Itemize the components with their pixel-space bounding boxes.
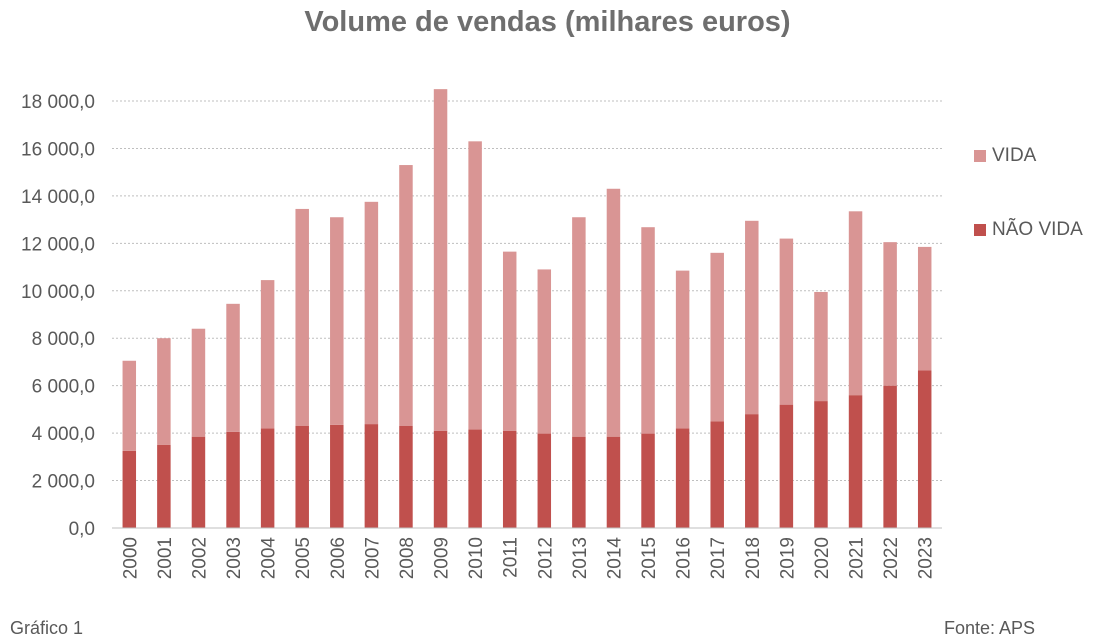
- y-tick-label: 2 000,0: [32, 472, 95, 493]
- bar-vida-2017: [710, 252, 724, 422]
- x-tick-label: 2006: [328, 537, 349, 579]
- legend-swatch: [974, 150, 986, 162]
- source-note: Fonte: APS: [944, 618, 1036, 638]
- bar-vida-2011: [502, 251, 517, 431]
- x-tick-label: 2002: [189, 537, 210, 579]
- axes: 0,0 2 000,0 4 000,0 6 000,0 8 000,0 10 000,0 1…: [21, 92, 942, 579]
- bar-n-o-vida-2007: [364, 424, 379, 528]
- bar-n-o-vida-2012: [537, 433, 552, 528]
- bar-vida-2021: [848, 211, 863, 396]
- bar-n-o-vida-2005: [295, 425, 309, 528]
- x-tick-label: 2009: [432, 537, 453, 579]
- x-tick-label: 2007: [362, 537, 383, 579]
- x-tick-label: 2016: [674, 537, 695, 579]
- legend-label: NÃO VIDA: [992, 219, 1083, 240]
- bar-vida-2006: [330, 217, 344, 425]
- x-tick-label: 2011: [501, 537, 522, 578]
- legend-swatch: [974, 224, 986, 236]
- bar-n-o-vida-2008: [399, 425, 413, 528]
- y-tick-label: 14 000,0: [21, 187, 95, 208]
- bar-n-o-vida-2000: [122, 450, 137, 528]
- x-tick-label: 2003: [224, 537, 245, 579]
- x-tick-label: 2004: [259, 537, 280, 580]
- y-tick-label: 0,0: [69, 519, 95, 540]
- bar-vida-2016: [675, 270, 690, 429]
- x-tick-label: 2020: [812, 537, 833, 579]
- y-tick-label: 4 000,0: [32, 424, 95, 445]
- x-tick-label: 2021: [847, 537, 868, 579]
- x-tick-label: 2018: [743, 537, 764, 579]
- bar-n-o-vida-2002: [191, 436, 206, 528]
- bar-vida-2001: [157, 338, 171, 445]
- x-tick-label: 2017: [708, 537, 729, 579]
- bar-vida-2014: [606, 188, 621, 437]
- x-tick-label: 2012: [535, 537, 556, 579]
- bar-n-o-vida-2014: [606, 436, 621, 528]
- bar-n-o-vida-2003: [226, 431, 240, 528]
- bar-vida-2002: [191, 328, 206, 437]
- x-tick-label: 2019: [777, 537, 798, 579]
- bar-n-o-vida-2018: [745, 414, 759, 528]
- bar-n-o-vida-2022: [883, 385, 897, 528]
- x-tick-label: 2000: [120, 537, 141, 579]
- x-tick-label: 2008: [397, 537, 418, 579]
- bar-n-o-vida-2015: [641, 433, 655, 528]
- bar-n-o-vida-2013: [572, 436, 586, 528]
- x-tick-label: 2023: [916, 537, 937, 579]
- legend-label: VIDA: [992, 145, 1037, 166]
- figure-caption: Gráfico 1: [10, 618, 84, 638]
- bar-vida-2019: [779, 238, 794, 405]
- bar-vida-2012: [537, 269, 552, 434]
- bar-n-o-vida-2004: [260, 428, 275, 528]
- bar-vida-2020: [814, 291, 828, 402]
- bar-vida-2015: [641, 227, 655, 434]
- bar-vida-2007: [364, 201, 379, 425]
- x-tick-label: 2010: [466, 537, 487, 579]
- y-tick-label: 8 000,0: [32, 329, 95, 350]
- x-tick-label: 2022: [881, 537, 902, 579]
- chart-title: Volume de vendas (milhares euros): [304, 6, 791, 38]
- bar-n-o-vida-2001: [157, 444, 171, 528]
- bar-vida-2003: [226, 303, 240, 432]
- bar-vida-2010: [468, 141, 482, 430]
- bar-n-o-vida-2017: [710, 421, 724, 528]
- bar-n-o-vida-2020: [814, 401, 828, 528]
- x-tick-label: 2014: [604, 537, 625, 580]
- y-tick-label: 12 000,0: [21, 234, 95, 255]
- bar-n-o-vida-2021: [848, 395, 863, 528]
- bar-n-o-vida-2016: [675, 428, 690, 528]
- x-tick-label: 2013: [570, 537, 591, 579]
- bar-vida-2004: [260, 280, 275, 429]
- bar-vida-2000: [122, 360, 137, 451]
- bar-vida-2018: [745, 220, 759, 415]
- bar-vida-2013: [572, 217, 586, 437]
- bar-n-o-vida-2010: [468, 429, 482, 528]
- y-tick-label: 10 000,0: [21, 282, 95, 303]
- bar-n-o-vida-2009: [433, 430, 448, 528]
- y-tick-label: 6 000,0: [32, 377, 95, 398]
- x-tick-label: 2001: [155, 537, 176, 579]
- bar-vida-2023: [917, 246, 932, 371]
- bar-n-o-vida-2011: [502, 430, 517, 528]
- bar-n-o-vida-2006: [330, 424, 344, 528]
- y-tick-label: 18 000,0: [21, 92, 95, 113]
- bar-vida-2005: [295, 208, 309, 426]
- bar-n-o-vida-2023: [917, 370, 932, 528]
- bars: [122, 89, 932, 528]
- bar-vida-2009: [433, 89, 448, 431]
- y-tick-label: 16 000,0: [21, 139, 95, 160]
- x-tick-label: 2015: [639, 537, 660, 579]
- bar-vida-2022: [883, 242, 897, 386]
- bar-n-o-vida-2019: [779, 404, 794, 528]
- x-tick-label: 2005: [293, 537, 314, 579]
- bar-vida-2008: [399, 165, 413, 426]
